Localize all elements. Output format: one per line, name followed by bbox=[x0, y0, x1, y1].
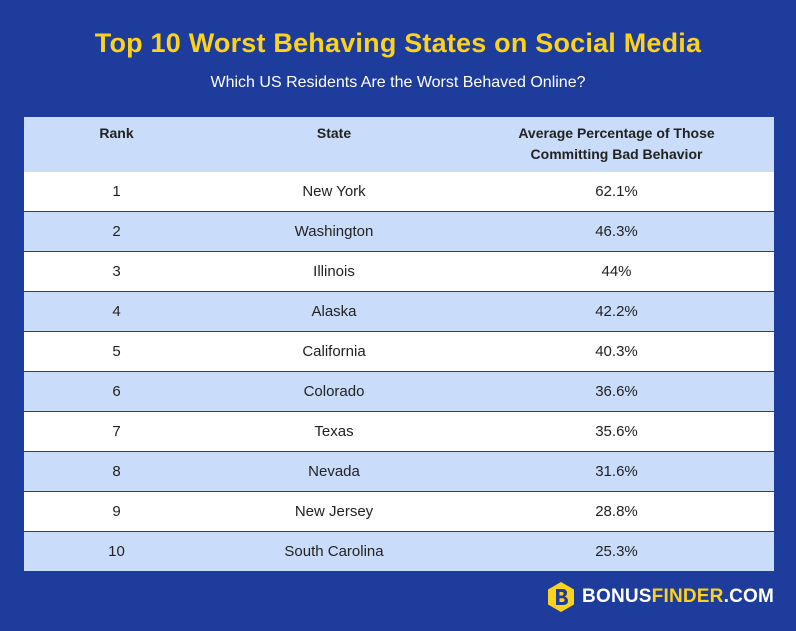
brand-name-part3: .COM bbox=[723, 586, 774, 607]
table-row: 8 Nevada 31.6% bbox=[24, 451, 774, 492]
header-percentage: Average Percentage of Those Committing B… bbox=[459, 117, 774, 172]
cell-rank: 3 bbox=[24, 251, 209, 292]
hexagon-b-logo-icon bbox=[548, 582, 575, 612]
cell-rank: 9 bbox=[24, 491, 209, 532]
cell-percentage: 44% bbox=[459, 251, 774, 292]
table-row: 5 California 40.3% bbox=[24, 331, 774, 372]
cell-rank: 1 bbox=[24, 172, 209, 212]
brand-name-part1: BONUS bbox=[582, 586, 652, 607]
cell-state: California bbox=[209, 331, 459, 372]
table-row: 2 Washington 46.3% bbox=[24, 211, 774, 252]
ranking-table: Rank State Average Percentage of Those C… bbox=[24, 117, 774, 571]
cell-percentage: 25.3% bbox=[459, 531, 774, 571]
cell-percentage: 31.6% bbox=[459, 451, 774, 492]
cell-rank: 8 bbox=[24, 451, 209, 492]
cell-state: New York bbox=[209, 172, 459, 212]
table-row: 6 Colorado 36.6% bbox=[24, 371, 774, 412]
header-rank: Rank bbox=[24, 117, 209, 172]
cell-percentage: 28.8% bbox=[459, 491, 774, 532]
header-rank-label: Rank bbox=[99, 125, 134, 141]
cell-state: Texas bbox=[209, 411, 459, 452]
cell-state: Washington bbox=[209, 211, 459, 252]
table-row: 4 Alaska 42.2% bbox=[24, 291, 774, 332]
cell-percentage: 35.6% bbox=[459, 411, 774, 452]
cell-state: Illinois bbox=[209, 251, 459, 292]
brand-name: BONUSFINDER.COM bbox=[582, 586, 774, 608]
brand-logo-lockup: BONUSFINDER.COM bbox=[547, 580, 774, 614]
cell-state: Colorado bbox=[209, 371, 459, 412]
cell-rank: 5 bbox=[24, 331, 209, 372]
header-state: State bbox=[209, 117, 459, 172]
table-row: 3 Illinois 44% bbox=[24, 251, 774, 292]
cell-state: Alaska bbox=[209, 291, 459, 332]
page-subtitle: Which US Residents Are the Worst Behaved… bbox=[210, 74, 586, 91]
cell-percentage: 40.3% bbox=[459, 331, 774, 372]
table-row: 1 New York 62.1% bbox=[24, 172, 774, 212]
table-header-row: Rank State Average Percentage of Those C… bbox=[24, 117, 774, 172]
cell-state: South Carolina bbox=[209, 531, 459, 571]
cell-percentage: 62.1% bbox=[459, 172, 774, 212]
page-title: Top 10 Worst Behaving States on Social M… bbox=[94, 28, 702, 58]
header-percentage-line2: Committing Bad Behavior bbox=[530, 146, 703, 162]
brand-name-part2: FINDER bbox=[651, 586, 724, 607]
cell-rank: 7 bbox=[24, 411, 209, 452]
header-percentage-line1: Average Percentage of Those bbox=[518, 125, 715, 141]
cell-percentage: 42.2% bbox=[459, 291, 774, 332]
table-body: 1 New York 62.1% 2 Washington 46.3% 3 Illinois 4… bbox=[24, 172, 774, 571]
table-row: 7 Texas 35.6% bbox=[24, 411, 774, 452]
cell-state: New Jersey bbox=[209, 491, 459, 532]
table-row: 9 New Jersey 28.8% bbox=[24, 491, 774, 532]
cell-rank: 6 bbox=[24, 371, 209, 412]
cell-rank: 10 bbox=[24, 531, 209, 571]
cell-rank: 4 bbox=[24, 291, 209, 332]
cell-rank: 2 bbox=[24, 211, 209, 252]
cell-state: Nevada bbox=[209, 451, 459, 492]
header-percentage-label: Average Percentage of Those Committing B… bbox=[459, 117, 774, 165]
header-state-label: State bbox=[316, 125, 352, 141]
cell-percentage: 36.6% bbox=[459, 371, 774, 412]
cell-percentage: 46.3% bbox=[459, 211, 774, 252]
table-row: 10 South Carolina 25.3% bbox=[24, 531, 774, 571]
